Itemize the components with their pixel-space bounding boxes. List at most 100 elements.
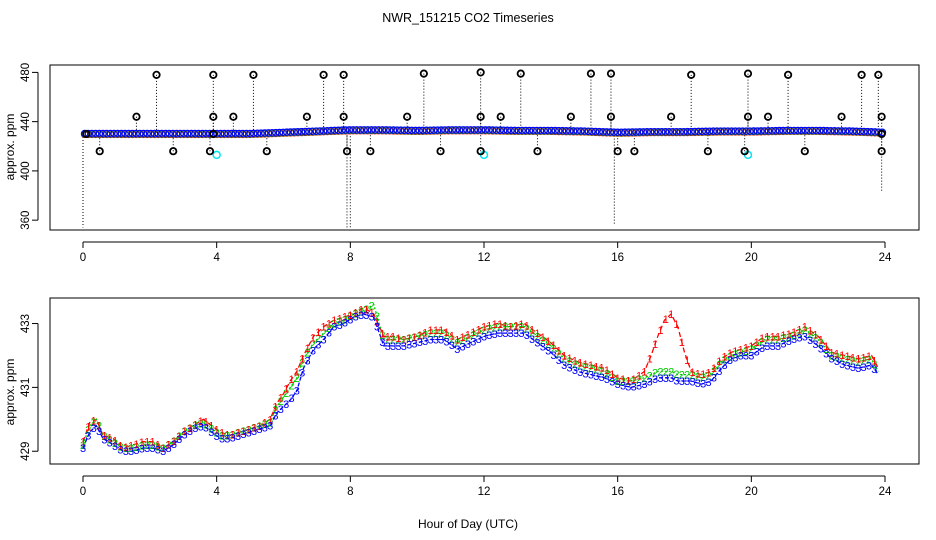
series-2-marker: 2: [647, 370, 653, 382]
series-2-marker: 2: [342, 314, 348, 326]
top-flask-marker: [800, 147, 809, 156]
series-2-marker: 2: [561, 354, 567, 366]
series-3-marker: 3: [235, 431, 241, 443]
series-2-marker: 2: [363, 304, 369, 316]
series-1-marker: 1: [534, 328, 540, 340]
series-1-marker: 1: [433, 325, 439, 337]
series-1-marker: 1: [331, 315, 337, 327]
series-1-marker: 1: [251, 423, 257, 435]
series-3-marker: 3: [689, 376, 695, 388]
top-baseline-marker: [735, 127, 743, 135]
series-2-marker: 2: [828, 350, 834, 362]
series-3-marker: 3: [363, 310, 369, 322]
top-flask-marker: [339, 112, 348, 121]
series-3-marker: 3: [385, 341, 391, 353]
series-1-marker: 1: [673, 319, 679, 331]
series-3-marker: 3: [251, 426, 257, 438]
series-1-marker: 1: [657, 325, 663, 337]
top-baseline-marker: [540, 126, 548, 135]
series-3-marker: 3: [593, 371, 599, 383]
series-2-marker: 2: [764, 335, 770, 347]
series-1-marker: 1: [112, 435, 118, 447]
top-baseline-marker: [367, 126, 376, 134]
series-1-marker: 1: [834, 349, 840, 361]
series-3-marker: 3: [278, 404, 284, 416]
series-2-marker: 2: [139, 440, 145, 452]
series-3-marker: 3: [411, 338, 417, 350]
series-1-marker: 1: [845, 351, 851, 363]
top-flask-marker: [476, 112, 485, 121]
top-baseline-marker: [510, 126, 519, 135]
series-2-marker: 2: [791, 330, 797, 342]
top-flask-marker: [630, 147, 639, 156]
top-baseline-marker: [459, 126, 468, 134]
top-baseline-marker: [599, 128, 607, 136]
series-2-marker: 2: [668, 366, 674, 378]
series-2-marker: 2: [422, 329, 428, 341]
series-3-marker: 3: [775, 341, 781, 353]
series-1-marker: 1: [406, 333, 412, 345]
top-baseline-marker: [507, 126, 515, 135]
top-baseline-marker: [106, 129, 115, 138]
series-2-marker: 2: [636, 374, 642, 386]
top-flask-marker: [209, 70, 218, 79]
series-2-marker: 2: [780, 333, 786, 345]
series-2-marker: 2: [679, 370, 685, 382]
top-baseline-marker: [632, 128, 640, 136]
top-baseline-marker: [764, 127, 773, 135]
series-3-marker: 3: [855, 363, 861, 375]
top-x-tick-label: 0: [80, 252, 86, 264]
top-baseline-marker: [727, 127, 736, 135]
top-baseline-marker: [95, 129, 104, 138]
top-baseline-marker: [408, 126, 416, 135]
series-2-marker: 2: [593, 365, 599, 377]
series-2-marker: 2: [673, 369, 679, 381]
series-2-marker: 2: [433, 328, 439, 340]
top-baseline-marker: [198, 129, 207, 138]
series-1-marker: 1: [705, 367, 711, 379]
top-baseline-marker: [779, 126, 787, 135]
series-1-marker: 1: [246, 424, 252, 436]
series-1-marker: 1: [160, 443, 166, 455]
series-3-marker: 3: [165, 443, 171, 455]
series-1-marker: 1: [133, 439, 139, 451]
top-baseline-marker: [308, 127, 317, 136]
top-baseline-marker: [264, 129, 273, 137]
top-baseline-marker: [224, 129, 232, 138]
top-baseline-marker: [117, 129, 126, 138]
top-baseline-marker: [187, 129, 196, 138]
top-baseline-marker: [102, 129, 111, 138]
series-3-marker: 3: [91, 423, 97, 435]
series-2-marker: 2: [117, 441, 123, 453]
series-1-marker: 1: [288, 374, 294, 386]
top-baseline-marker: [176, 129, 185, 138]
series-2-marker: 2: [845, 354, 851, 366]
series-3-marker: 3: [604, 374, 610, 386]
series-1-marker: 1: [171, 436, 177, 448]
series-3-marker: 3: [636, 380, 642, 392]
series-1-marker: 1: [524, 320, 530, 332]
series-1-marker: 1: [358, 304, 364, 316]
series-1-marker: 1: [107, 432, 113, 444]
top-baseline-marker: [654, 127, 662, 136]
top-baseline-marker: [790, 126, 798, 135]
series-2-marker: 2: [165, 440, 171, 452]
series-2-marker: 2: [310, 339, 316, 351]
top-baseline-marker: [338, 126, 346, 134]
series-3-marker: 3: [652, 374, 658, 386]
top-baseline-marker: [283, 128, 291, 137]
bottom-panel: approx. ppm 222 22 2 2 2 2 2 2 2 2 2 2 2 2 2 2 2 2 2 2 2 2 2 2 2…: [3, 297, 920, 498]
series-2-marker: 2: [417, 331, 423, 343]
series-2-marker: 2: [572, 359, 578, 371]
series-1-marker: 1: [369, 308, 375, 320]
top-baseline-marker: [797, 126, 806, 135]
series-3-marker: 3: [304, 356, 310, 368]
top-baseline-marker: [257, 129, 265, 137]
top-baseline-marker: [227, 129, 236, 138]
top-x-tick-label: 24: [879, 252, 892, 264]
series-2-marker: 2: [449, 334, 455, 346]
series-1-marker: 1: [476, 324, 482, 336]
series-2-marker: 2: [123, 443, 129, 455]
series-1-marker: 1: [379, 328, 385, 340]
series-2-marker: 2: [444, 330, 450, 342]
